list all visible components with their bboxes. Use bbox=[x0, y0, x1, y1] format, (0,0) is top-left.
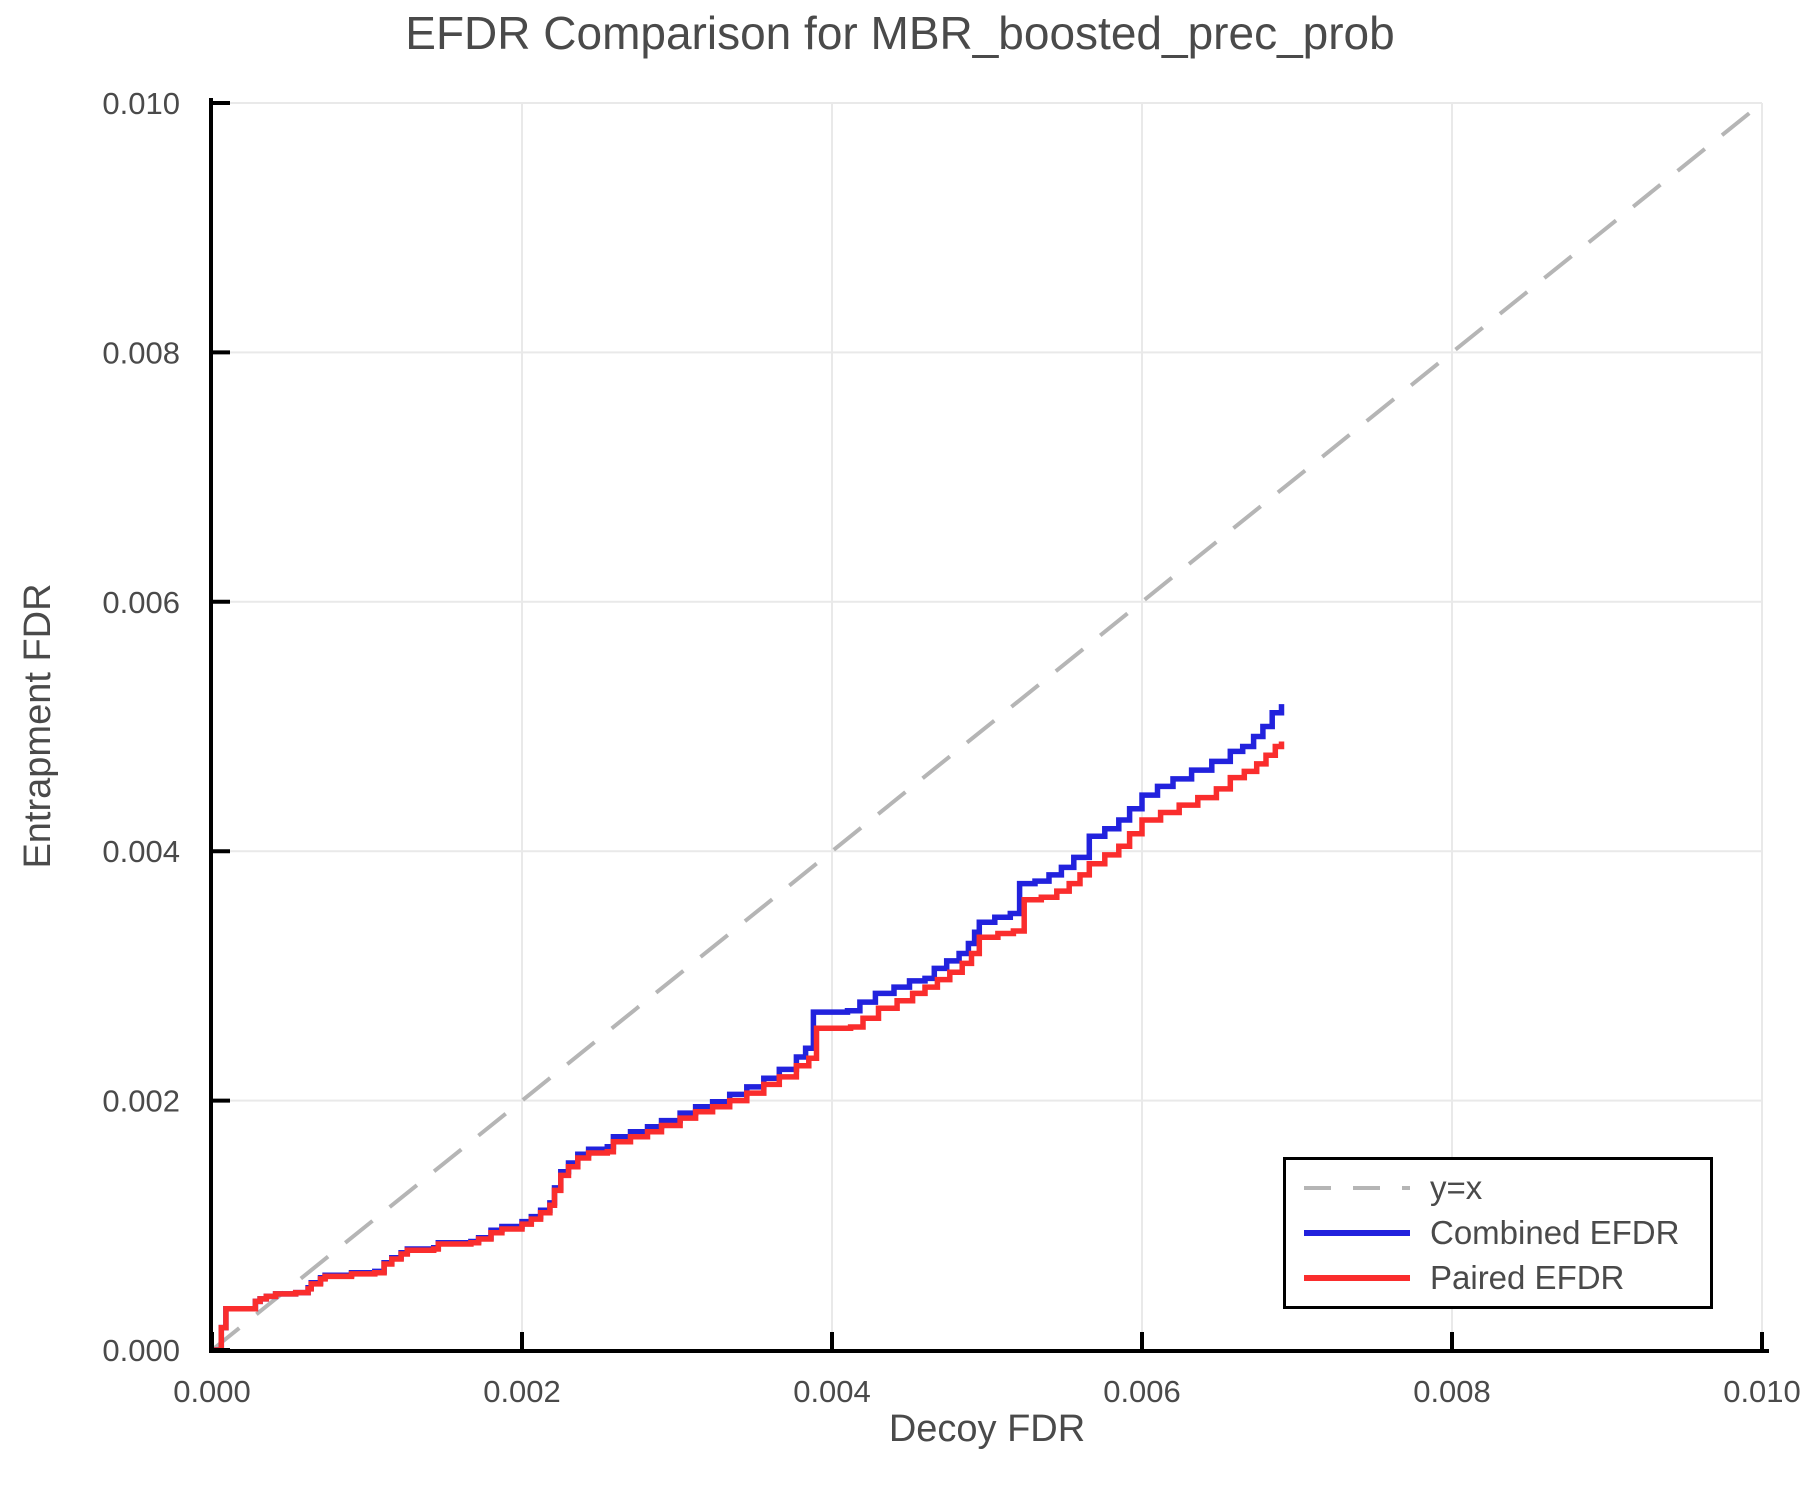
legend-label-yx: y=x bbox=[1430, 1169, 1483, 1207]
y-tick-label: 0.002 bbox=[102, 1084, 180, 1119]
x-tick-label: 0.002 bbox=[483, 1374, 561, 1409]
legend: y=x Combined EFDR Paired EFDR bbox=[1283, 1157, 1713, 1309]
x-tick-label: 0.010 bbox=[1723, 1374, 1800, 1409]
legend-item-combined-efdr: Combined EFDR bbox=[1286, 1214, 1710, 1252]
paired-efdr-line bbox=[212, 741, 1285, 1353]
legend-line-yx-icon bbox=[1304, 1186, 1410, 1191]
y-tick-label: 0.010 bbox=[102, 86, 180, 121]
legend-label-paired-efdr: Paired EFDR bbox=[1430, 1258, 1625, 1296]
legend-label-combined-efdr: Combined EFDR bbox=[1430, 1213, 1680, 1251]
x-tick-label: 0.008 bbox=[1413, 1374, 1491, 1409]
legend-line-paired-icon bbox=[1304, 1274, 1410, 1281]
x-axis-title: Decoy FDR bbox=[888, 1408, 1086, 1450]
x-tick-label: 0.006 bbox=[1103, 1374, 1181, 1409]
y-tick-label: 0.008 bbox=[102, 335, 180, 370]
combined-efdr-line bbox=[212, 704, 1285, 1353]
reference-line-yx bbox=[210, 101, 1764, 1352]
y-tick-label: 0.006 bbox=[102, 585, 180, 620]
chart-title: EFDR Comparison for MBR_boosted_prec_pro… bbox=[405, 7, 1395, 59]
legend-item-paired-efdr: Paired EFDR bbox=[1286, 1259, 1710, 1297]
y-tick-label: 0.004 bbox=[102, 834, 180, 869]
y-tick-label: 0.000 bbox=[102, 1333, 180, 1368]
x-tick-label: 0.000 bbox=[173, 1374, 251, 1409]
x-tick-label: 0.004 bbox=[793, 1374, 871, 1409]
legend-item-yx: y=x bbox=[1286, 1169, 1710, 1207]
legend-line-combined-icon bbox=[1304, 1229, 1410, 1236]
y-axis-title: Entrapment FDR bbox=[17, 583, 59, 869]
